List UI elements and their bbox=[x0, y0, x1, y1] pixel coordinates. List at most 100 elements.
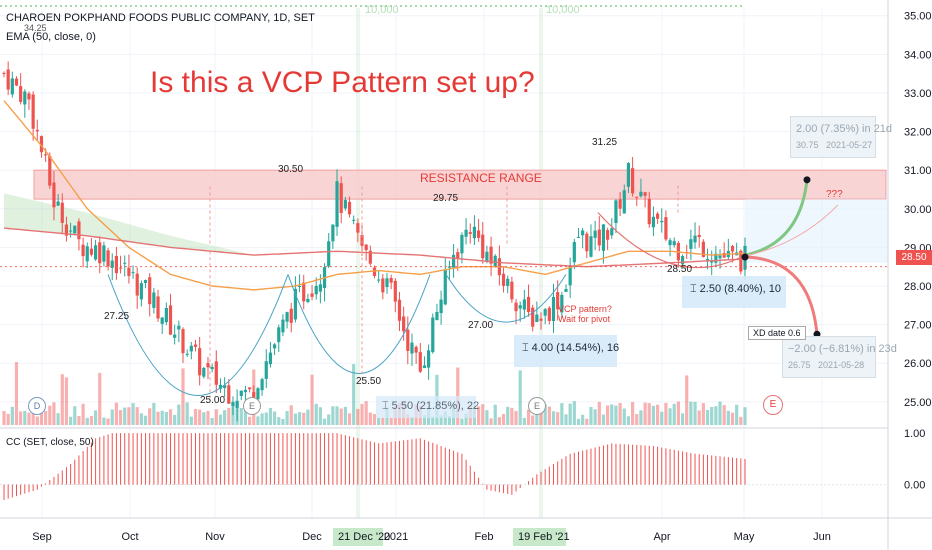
volume-bar bbox=[131, 403, 135, 425]
target-up-price: 30.75 bbox=[796, 140, 819, 150]
candle-body bbox=[635, 196, 639, 198]
y-tick-label: 30.00 bbox=[904, 204, 932, 216]
volume-bar bbox=[81, 403, 85, 425]
projection-zone bbox=[745, 199, 888, 263]
candle-body bbox=[672, 241, 676, 246]
volume-bar bbox=[581, 414, 585, 425]
volume-bar bbox=[243, 408, 248, 425]
candle-body bbox=[393, 280, 397, 302]
dividend-marker[interactable]: D bbox=[28, 397, 46, 415]
x-tick-label: Dec bbox=[302, 531, 322, 543]
candle-body bbox=[722, 253, 726, 258]
xd-date-tooltip[interactable]: XD date 0.6 bbox=[748, 326, 806, 340]
volume-bar bbox=[335, 406, 339, 425]
candle-body bbox=[314, 285, 318, 295]
bull-projection bbox=[744, 179, 809, 257]
volume-bar bbox=[543, 404, 547, 425]
volume-bar bbox=[256, 416, 260, 425]
volume-bar bbox=[114, 402, 118, 425]
earnings-marker[interactable]: E bbox=[243, 397, 261, 415]
candle-body bbox=[381, 278, 385, 293]
candle-body bbox=[389, 277, 393, 283]
volume-bar bbox=[364, 401, 368, 425]
volume-bar bbox=[439, 415, 443, 425]
date-highlight-band bbox=[356, 8, 360, 518]
price-label: 31.25 bbox=[592, 137, 618, 148]
volume-bar bbox=[23, 410, 27, 425]
alt-projection bbox=[747, 204, 839, 256]
candle-body bbox=[431, 317, 435, 353]
candle-body bbox=[701, 241, 705, 257]
volume-bar bbox=[710, 407, 714, 425]
volume-bar bbox=[647, 403, 651, 425]
volume-bar bbox=[576, 418, 581, 425]
x-tick-label: May bbox=[734, 531, 755, 543]
volume-bar bbox=[85, 417, 89, 425]
cc-legend[interactable]: CC (SET, close, 50) bbox=[6, 437, 94, 448]
volume-bar bbox=[135, 407, 139, 425]
candle-body bbox=[152, 292, 156, 308]
candle-body bbox=[531, 307, 535, 327]
y-tick-label: 35.00 bbox=[904, 11, 932, 23]
measure-value: 4.00 (14.54%), 16 bbox=[531, 342, 620, 354]
volume-bar bbox=[218, 414, 223, 425]
volume-bar bbox=[556, 412, 560, 425]
volume-bar bbox=[493, 404, 497, 425]
y-tick-label: 33.00 bbox=[904, 88, 932, 100]
volume-bar bbox=[389, 417, 393, 425]
volume-bar bbox=[593, 409, 597, 425]
x-tick-label: Sep bbox=[32, 531, 52, 543]
candle-body bbox=[256, 388, 260, 400]
volume-bar bbox=[223, 410, 227, 425]
candle-body bbox=[339, 183, 343, 213]
candle-body bbox=[243, 389, 248, 393]
volume-bar bbox=[718, 401, 722, 425]
candle-body bbox=[422, 365, 427, 369]
candle-body bbox=[285, 312, 289, 322]
earnings-marker[interactable]: E bbox=[528, 397, 546, 415]
measure-label: ⌶ 4.00 (14.54%), 16 bbox=[522, 342, 619, 355]
candle-body bbox=[356, 223, 360, 233]
volume-bar bbox=[60, 374, 64, 425]
candle-body bbox=[610, 228, 614, 236]
volume-bar bbox=[572, 401, 576, 425]
candle-body bbox=[614, 200, 618, 223]
candle-body bbox=[98, 242, 102, 264]
cup-curve bbox=[287, 274, 431, 374]
volume-bar bbox=[102, 417, 106, 425]
candle-body bbox=[223, 385, 227, 389]
candle-body bbox=[214, 361, 218, 385]
volume-bar bbox=[173, 414, 177, 425]
volume-bar bbox=[260, 413, 264, 425]
volume-bar bbox=[676, 401, 680, 425]
date-highlight-label: 19 Feb '21 bbox=[518, 531, 570, 543]
ema-legend[interactable]: EMA (50, close, 0) bbox=[6, 31, 96, 43]
price-label: 25.50 bbox=[356, 376, 382, 387]
volume-bar bbox=[726, 410, 730, 425]
earnings-marker-upcoming[interactable]: E bbox=[763, 395, 783, 415]
candle-body bbox=[206, 363, 210, 368]
candle-body bbox=[618, 199, 622, 209]
candle-body bbox=[543, 309, 547, 316]
volume-bar bbox=[714, 406, 718, 425]
volume-bar bbox=[64, 377, 69, 425]
volume-bar bbox=[227, 407, 231, 425]
volume-bar bbox=[331, 406, 335, 425]
target-down-sub: 26.75 2021-05-28 bbox=[788, 360, 864, 370]
candle-body bbox=[189, 345, 193, 352]
measure-label: ⌶ 5.50 (21.85%), 22 bbox=[382, 400, 479, 413]
candle-body bbox=[481, 234, 485, 259]
vcp-note-line: VCP pattern? bbox=[558, 304, 612, 314]
volume-bar bbox=[489, 418, 493, 425]
candle-body bbox=[476, 230, 481, 238]
candle-body bbox=[35, 129, 39, 132]
volume-bar bbox=[672, 403, 676, 425]
volume-bar bbox=[268, 407, 273, 425]
volume-bar bbox=[447, 415, 452, 425]
candle-body bbox=[739, 250, 743, 272]
candle-body bbox=[651, 216, 656, 228]
volume-bar bbox=[660, 411, 664, 425]
candle-body bbox=[202, 367, 206, 377]
